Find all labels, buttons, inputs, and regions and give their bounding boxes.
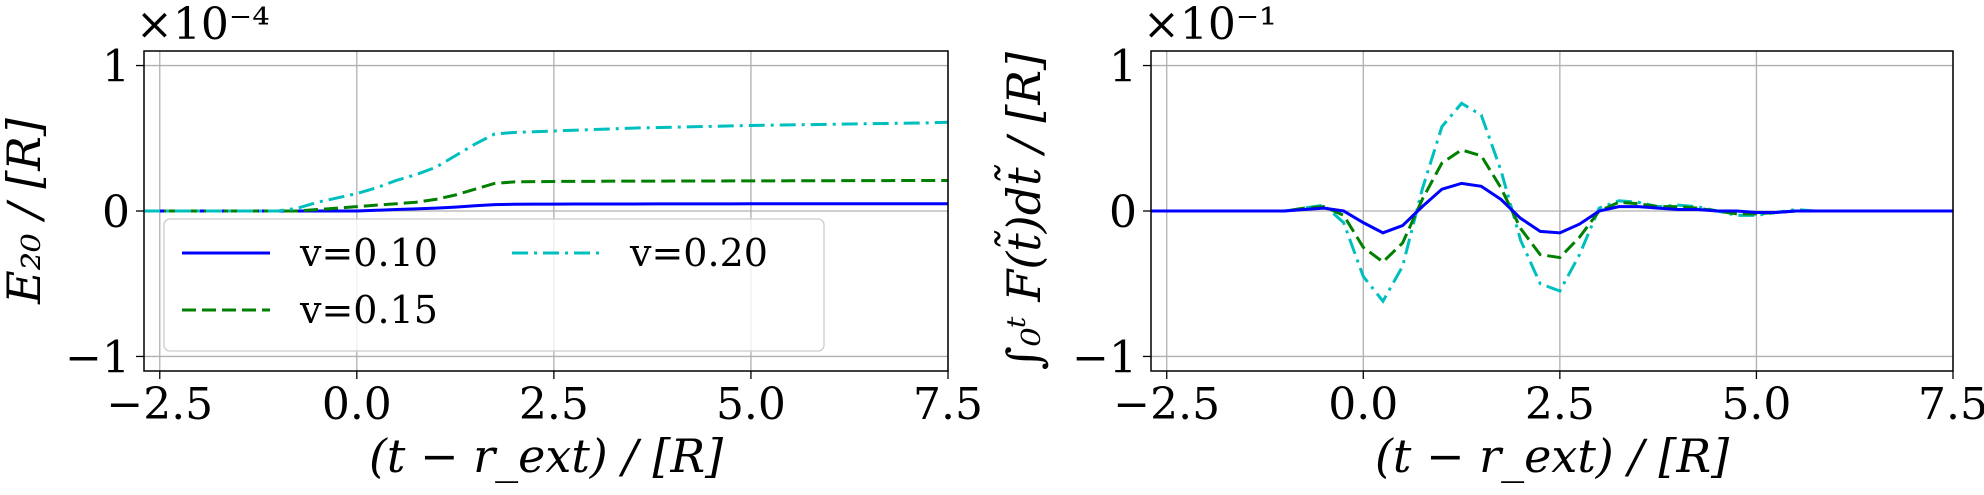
y-tick-label: −1 <box>65 332 130 383</box>
x-tick-label: 0.0 <box>322 379 392 430</box>
subplot: −2.5 0.0 2.5 5.0 7.5 −1 0 1×10⁻⁴ (t − r_ext) / [… <box>0 0 983 483</box>
x-tick-label: −2.5 <box>1113 379 1220 430</box>
y-tick-label: −1 <box>1072 332 1137 383</box>
axes-frame <box>143 50 949 372</box>
y-tick-label: 0 <box>102 187 130 238</box>
x-tick-label: −2.5 <box>106 379 213 430</box>
series-line <box>144 120 948 213</box>
y-offset-label: ×10⁻⁴ <box>136 0 270 50</box>
series-line <box>1151 101 1953 304</box>
x-tick-label: 5.0 <box>1721 379 1791 430</box>
y-tick-label: 1 <box>102 42 130 93</box>
series-line <box>144 178 948 213</box>
x-tick-label: 2.5 <box>519 379 589 430</box>
legend-frame <box>163 218 825 352</box>
x-tick-label: 0.0 <box>1328 379 1398 430</box>
x-tick-label: 2.5 <box>1525 379 1595 430</box>
y-offset-label: ×10⁻¹ <box>1143 0 1277 50</box>
legend-label: v=0.10 <box>299 231 438 275</box>
series-line <box>1151 181 1953 235</box>
subplot: −2.5 0.0 2.5 5.0 7.5 −1 0 1×10⁻¹ (t − r_ext) / [… <box>994 0 1984 483</box>
y-tick-label: 0 <box>1109 187 1137 238</box>
x-axis-label: (t − r_ext) / [R] <box>369 429 723 483</box>
x-axis-label: (t − r_ext) / [R] <box>1375 429 1729 483</box>
x-tick-label: 7.5 <box>913 379 983 430</box>
x-tick-label: 7.5 <box>1918 379 1984 430</box>
legend: v=0.10 v=0.15 v=0.20 <box>163 218 825 352</box>
y-axis-label: E₂₀ / [R] <box>0 118 51 305</box>
y-tick-label: 1 <box>1109 42 1137 93</box>
legend-label: v=0.15 <box>299 288 438 332</box>
y-axis-label: ∫₀ᵗ F(t̃)dt̃ / [R] <box>994 52 1051 370</box>
legend-label: v=0.20 <box>629 231 768 275</box>
x-tick-label: 5.0 <box>716 379 786 430</box>
axes-frame <box>1150 50 1954 372</box>
series-line <box>1151 148 1953 264</box>
